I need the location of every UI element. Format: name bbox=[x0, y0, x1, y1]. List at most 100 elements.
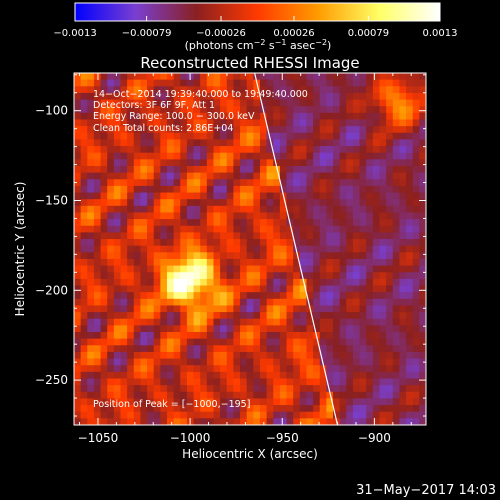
heatmap-pixel bbox=[299, 338, 307, 346]
heatmap-pixel bbox=[326, 292, 334, 300]
heatmap-pixel bbox=[406, 371, 414, 379]
heatmap-pixel bbox=[147, 185, 155, 193]
heatmap-pixel bbox=[120, 345, 128, 353]
heatmap-pixel bbox=[372, 99, 380, 107]
heatmap-pixel bbox=[113, 132, 121, 140]
heatmap-pixel bbox=[226, 212, 234, 220]
heatmap-pixel bbox=[206, 79, 214, 87]
heatmap-pixel bbox=[399, 332, 407, 340]
heatmap-pixel bbox=[127, 232, 135, 240]
heatmap-pixel bbox=[160, 132, 168, 140]
heatmap-pixel bbox=[352, 225, 360, 233]
heatmap-pixel bbox=[246, 285, 254, 293]
heatmap-pixel bbox=[313, 73, 321, 81]
heatmap-pixel bbox=[333, 358, 341, 366]
heatmap-pixel bbox=[339, 365, 347, 373]
heatmap-pixel bbox=[153, 312, 161, 320]
heatmap-pixel bbox=[266, 99, 274, 107]
heatmap-pixel bbox=[100, 378, 108, 386]
heatmap-pixel bbox=[173, 92, 181, 100]
heatmap-pixel bbox=[406, 391, 414, 399]
heatmap-pixel bbox=[180, 292, 188, 300]
heatmap-pixel bbox=[153, 92, 161, 100]
heatmap-pixel bbox=[266, 418, 274, 425]
heatmap-pixel bbox=[352, 391, 360, 399]
heatmap-pixel bbox=[313, 205, 321, 213]
heatmap-pixel bbox=[200, 378, 208, 386]
heatmap-pixel bbox=[113, 411, 121, 419]
heatmap-pixel bbox=[253, 172, 261, 180]
heatmap-pixel bbox=[293, 338, 301, 346]
heatmap-pixel bbox=[399, 252, 407, 260]
heatmap-pixel bbox=[133, 172, 141, 180]
heatmap-pixel bbox=[253, 351, 261, 359]
heatmap-pixel bbox=[286, 132, 294, 140]
heatmap-pixel bbox=[366, 405, 374, 413]
heatmap-pixel bbox=[213, 272, 221, 280]
heatmap-pixel bbox=[100, 212, 108, 220]
heatmap-pixel bbox=[366, 152, 374, 160]
heatmap-pixel bbox=[166, 126, 175, 134]
heatmap-pixel bbox=[87, 132, 95, 140]
heatmap-pixel bbox=[166, 325, 175, 333]
heatmap-pixel bbox=[386, 73, 394, 81]
heatmap-pixel bbox=[319, 112, 327, 120]
heatmap-pixel bbox=[180, 285, 188, 293]
heatmap-pixel bbox=[339, 378, 347, 386]
heatmap-pixel bbox=[186, 192, 194, 200]
heatmap-pixel bbox=[166, 146, 175, 154]
heatmap-pixel bbox=[213, 205, 221, 213]
heatmap-pixel bbox=[180, 305, 188, 313]
heatmap-pixel bbox=[153, 391, 161, 399]
heatmap-pixel bbox=[326, 112, 334, 120]
heatmap-pixel bbox=[372, 391, 380, 399]
heatmap-pixel bbox=[339, 99, 347, 107]
heatmap-pixel bbox=[240, 192, 248, 200]
heatmap-pixel bbox=[392, 73, 400, 81]
heatmap-pixel bbox=[392, 398, 400, 406]
heatmap-pixel bbox=[399, 405, 407, 413]
heatmap-pixel bbox=[319, 225, 327, 233]
heatmap-pixel bbox=[140, 385, 148, 393]
heatmap-pixel bbox=[140, 292, 148, 300]
heatmap-pixel bbox=[406, 312, 414, 320]
heatmap-pixel bbox=[226, 126, 234, 134]
heatmap-pixel bbox=[87, 165, 95, 174]
heatmap-pixel bbox=[246, 265, 254, 273]
heatmap-pixel bbox=[233, 106, 241, 114]
heatmap-pixel bbox=[386, 258, 394, 266]
heatmap-pixel bbox=[166, 172, 175, 180]
heatmap-pixel bbox=[259, 199, 267, 207]
heatmap-pixel bbox=[366, 391, 374, 399]
heatmap-pixel bbox=[213, 405, 221, 413]
heatmap-pixel bbox=[107, 258, 115, 266]
heatmap-pixel bbox=[339, 298, 347, 306]
heatmap-pixel bbox=[193, 265, 201, 273]
heatmap-pixel bbox=[293, 212, 301, 220]
heatmap-pixel bbox=[306, 119, 314, 127]
heatmap-pixel bbox=[233, 245, 241, 253]
heatmap-pixel bbox=[266, 338, 274, 346]
heatmap-pixel bbox=[399, 232, 407, 240]
heatmap-pixel bbox=[80, 398, 88, 406]
heatmap-pixel bbox=[186, 358, 194, 366]
heatmap-pixel bbox=[213, 146, 221, 154]
heatmap-pixel bbox=[372, 351, 380, 359]
heatmap-pixel bbox=[166, 312, 175, 320]
heatmap-pixel bbox=[246, 272, 254, 280]
heatmap-pixel bbox=[206, 179, 214, 187]
heatmap-pixel bbox=[93, 92, 101, 100]
heatmap-pixel bbox=[74, 358, 82, 366]
heatmap-pixel bbox=[419, 345, 426, 353]
heatmap-pixel bbox=[113, 192, 121, 200]
heatmap-pixel bbox=[74, 119, 82, 127]
heatmap-pixel bbox=[313, 165, 321, 174]
heatmap-pixel bbox=[173, 119, 181, 127]
heatmap-pixel bbox=[233, 139, 241, 147]
heatmap-pixel bbox=[333, 332, 341, 340]
heatmap-pixel bbox=[80, 119, 88, 127]
heatmap-pixel bbox=[299, 325, 307, 333]
heatmap-pixel bbox=[406, 398, 414, 406]
heatmap-pixel bbox=[412, 285, 420, 293]
heatmap-pixel bbox=[352, 132, 360, 140]
